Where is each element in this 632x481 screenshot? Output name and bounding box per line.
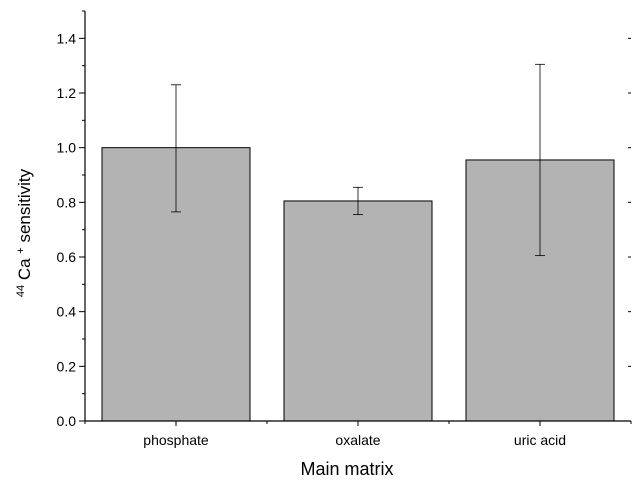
y-axis-title-element: Ca (15, 258, 34, 280)
y-tick-label-1.4: 1.4 (57, 30, 77, 46)
y-tick-label-1.2: 1.2 (57, 85, 77, 101)
y-tick-label-0.0: 0.0 (57, 413, 77, 429)
y-tick-label-0.8: 0.8 (57, 194, 77, 210)
y-tick-label-1.0: 1.0 (57, 140, 77, 156)
y-axis-title-charge: + (15, 247, 27, 253)
y-axis-title-mass: 44 (15, 285, 27, 297)
y-axis-title-rest: sensitivity (15, 168, 34, 242)
y-axis-title: 44 Ca + sensitivity (9, 168, 34, 297)
y-tick-label-0.6: 0.6 (57, 249, 77, 265)
x-tick-label-oxalate: oxalate (335, 432, 380, 448)
x-tick-label-uric-acid: uric acid (514, 432, 566, 448)
x-axis-title: Main matrix (300, 459, 393, 479)
x-tick-label-phosphate: phosphate (143, 432, 209, 448)
axes-group: phosphate oxalate uric acid 0.0 0.2 0.4 0.6 0.8… (57, 10, 632, 448)
bar-oxalate (283, 200, 433, 422)
y-tick-label-0.4: 0.4 (57, 304, 77, 320)
error-bars-group (171, 63, 545, 257)
y-tick-label-0.2: 0.2 (57, 358, 77, 374)
